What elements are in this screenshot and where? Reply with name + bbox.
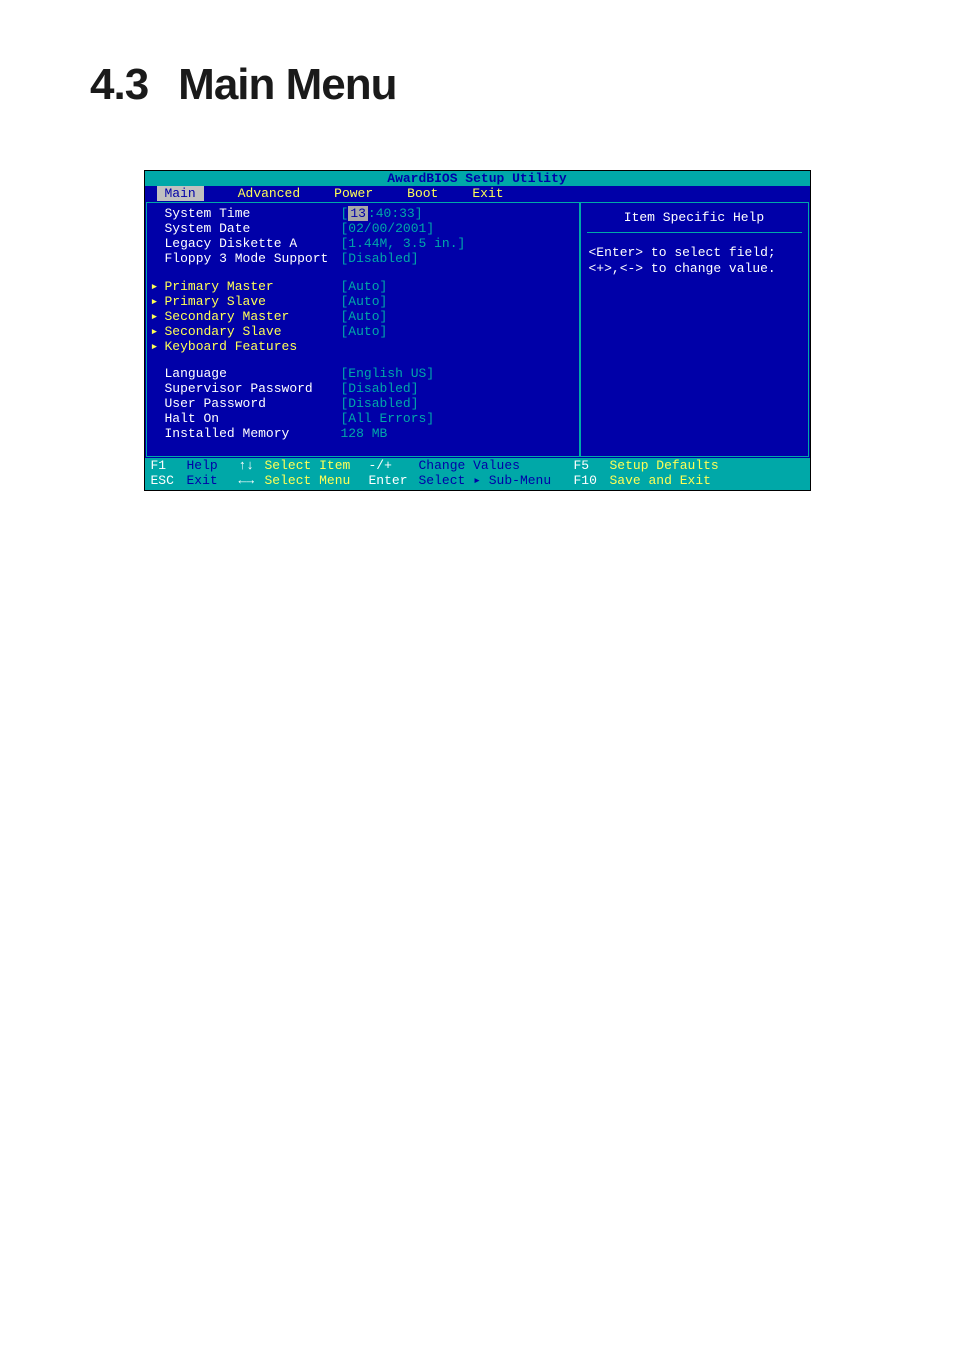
- menu-main[interactable]: Main: [157, 186, 204, 201]
- submenu-arrow-icon: [151, 237, 165, 252]
- setting-label: Supervisor Password: [165, 382, 341, 397]
- setting-label: Installed Memory: [165, 427, 341, 442]
- setting-row[interactable]: System Time[13:40:33]: [147, 207, 579, 222]
- submenu-arrow-icon: [151, 412, 165, 427]
- setting-row[interactable]: ▸Secondary Slave[Auto]: [147, 325, 579, 340]
- setting-row[interactable]: Halt On[All Errors]: [147, 412, 579, 427]
- footer-key: F1: [151, 459, 187, 474]
- footer-change-label: Select ▸ Sub-Menu: [419, 474, 574, 489]
- footer-key: ESC: [151, 474, 187, 489]
- setting-value[interactable]: 128 MB: [341, 427, 388, 442]
- setting-row[interactable]: ▸Secondary Master[Auto]: [147, 310, 579, 325]
- menu-power[interactable]: Power: [334, 186, 373, 201]
- menu-advanced[interactable]: Advanced: [238, 186, 300, 201]
- help-text: <Enter> to select field; <+>,<-> to chan…: [587, 241, 802, 280]
- footer-key-action: Exit: [187, 474, 239, 489]
- page-heading: 4.3 Main Menu: [90, 60, 864, 110]
- setting-value[interactable]: [Disabled]: [341, 397, 419, 412]
- setting-row[interactable]: Legacy Diskette A[1.44M, 3.5 in.]: [147, 237, 579, 252]
- setting-label: Halt On: [165, 412, 341, 427]
- setting-row[interactable]: Supervisor Password[Disabled]: [147, 382, 579, 397]
- footer-line: ESCExit←→Select MenuEnterSelect ▸ Sub-Me…: [151, 474, 804, 489]
- footer-plus-key: Enter: [369, 474, 419, 489]
- footer-change-label: Change Values: [419, 459, 574, 474]
- footer-fkey-action: Save and Exit: [610, 474, 711, 489]
- setting-label: Primary Master: [165, 280, 341, 295]
- setting-value[interactable]: [Disabled]: [341, 252, 419, 267]
- setting-label: System Date: [165, 222, 341, 237]
- setting-row[interactable]: ▸Primary Slave[Auto]: [147, 295, 579, 310]
- menu-boot[interactable]: Boot: [407, 186, 438, 201]
- submenu-arrow-icon: ▸: [151, 325, 165, 340]
- setting-row[interactable]: ▸Keyboard Features: [147, 340, 579, 355]
- footer-key-action: Help: [187, 459, 239, 474]
- setting-label: Language: [165, 367, 341, 382]
- setting-row[interactable]: Installed Memory128 MB: [147, 427, 579, 442]
- footer-select-label: Select Menu: [265, 474, 369, 489]
- section-number: 4.3: [90, 60, 148, 110]
- setting-value[interactable]: [English US]: [341, 367, 435, 382]
- submenu-arrow-icon: [151, 427, 165, 442]
- setting-value[interactable]: [Auto]: [341, 295, 388, 310]
- setting-row[interactable]: User Password[Disabled]: [147, 397, 579, 412]
- footer-fkey-action: Setup Defaults: [610, 459, 719, 474]
- footer-line: F1Help↑↓Select Item-/+Change ValuesF5Set…: [151, 459, 804, 474]
- submenu-arrow-icon: ▸: [151, 340, 165, 355]
- bios-window: AwardBIOS Setup Utility Main Advanced Po…: [144, 170, 811, 491]
- setting-value[interactable]: [13:40:33]: [341, 207, 423, 222]
- submenu-arrow-icon: ▸: [151, 310, 165, 325]
- bios-menubar: Main Advanced Power Boot Exit: [145, 186, 810, 201]
- setting-value[interactable]: [1.44M, 3.5 in.]: [341, 237, 466, 252]
- help-panel: Item Specific Help <Enter> to select fie…: [580, 202, 809, 457]
- footer-plus-key: -/+: [369, 459, 419, 474]
- setting-value[interactable]: [Auto]: [341, 310, 388, 325]
- submenu-arrow-icon: [151, 382, 165, 397]
- setting-label: Keyboard Features: [165, 340, 341, 355]
- bios-title: AwardBIOS Setup Utility: [145, 171, 810, 186]
- setting-value[interactable]: [Disabled]: [341, 382, 419, 397]
- setting-value[interactable]: [Auto]: [341, 280, 388, 295]
- submenu-arrow-icon: [151, 367, 165, 382]
- submenu-arrow-icon: ▸: [151, 280, 165, 295]
- main-panel: System Time[13:40:33]System Date[02/00/2…: [146, 202, 580, 457]
- footer-fkey: F10: [574, 474, 610, 489]
- setting-label: Primary Slave: [165, 295, 341, 310]
- setting-value[interactable]: [All Errors]: [341, 412, 435, 427]
- setting-label: Secondary Master: [165, 310, 341, 325]
- submenu-arrow-icon: ▸: [151, 295, 165, 310]
- submenu-arrow-icon: [151, 222, 165, 237]
- setting-row[interactable]: System Date[02/00/2001]: [147, 222, 579, 237]
- setting-row[interactable]: Floppy 3 Mode Support[Disabled]: [147, 252, 579, 267]
- footer-arrow-icon: ←→: [239, 474, 265, 489]
- setting-label: User Password: [165, 397, 341, 412]
- submenu-arrow-icon: [151, 252, 165, 267]
- setting-value[interactable]: [02/00/2001]: [341, 222, 435, 237]
- footer-select-label: Select Item: [265, 459, 369, 474]
- submenu-arrow-icon: [151, 397, 165, 412]
- setting-value[interactable]: [Auto]: [341, 325, 388, 340]
- submenu-arrow-icon: [151, 207, 165, 222]
- footer-arrow-icon: ↑↓: [239, 459, 265, 474]
- setting-label: Legacy Diskette A: [165, 237, 341, 252]
- bios-footer: F1Help↑↓Select Item-/+Change ValuesF5Set…: [145, 458, 810, 490]
- footer-fkey: F5: [574, 459, 610, 474]
- setting-label: Floppy 3 Mode Support: [165, 252, 341, 267]
- setting-label: Secondary Slave: [165, 325, 341, 340]
- help-title: Item Specific Help: [587, 207, 802, 233]
- setting-row[interactable]: Language[English US]: [147, 367, 579, 382]
- setting-row[interactable]: ▸Primary Master[Auto]: [147, 280, 579, 295]
- menu-exit[interactable]: Exit: [472, 186, 503, 201]
- setting-label: System Time: [165, 207, 341, 222]
- section-title: Main Menu: [178, 60, 396, 109]
